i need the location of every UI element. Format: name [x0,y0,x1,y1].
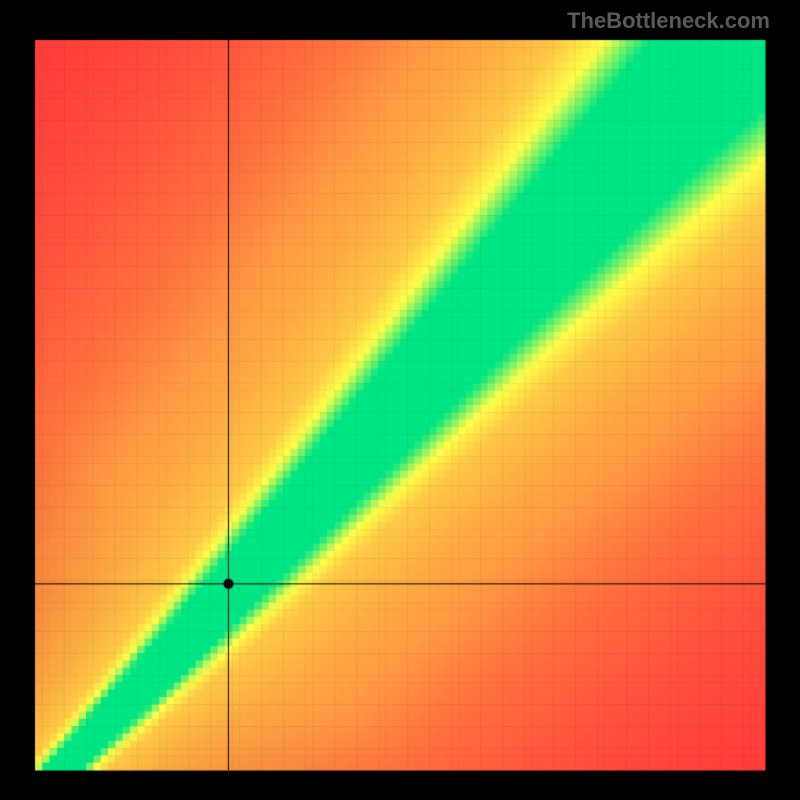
watermark-text: TheBottleneck.com [567,8,770,34]
bottleneck-heatmap [0,0,800,800]
